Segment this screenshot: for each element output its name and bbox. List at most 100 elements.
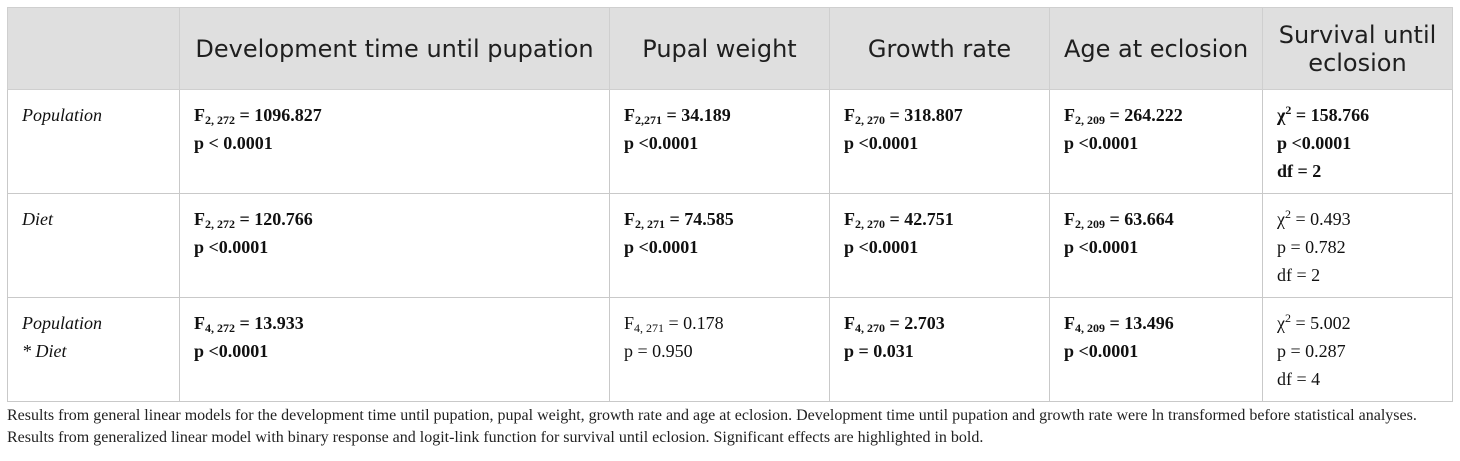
p-value: p <0.0001 (844, 237, 919, 257)
degrees-of-freedom: df = 4 (1277, 369, 1321, 389)
row-label: Population * Diet (7, 297, 180, 402)
chi-statistic: χ2 = 0.493 (1277, 205, 1438, 233)
header-empty (7, 7, 180, 90)
chi-symbol: χ (1277, 313, 1285, 333)
f-value: = 74.585 (665, 209, 734, 229)
header-row: Development time until pupation Pupal we… (7, 7, 1453, 90)
f-df: 2, 209 (1075, 217, 1105, 231)
f-value: = 1096.827 (235, 105, 322, 125)
f-symbol: F (1064, 313, 1075, 333)
f-symbol: F (624, 313, 635, 333)
f-value: = 0.178 (664, 313, 724, 333)
chi-statistic: χ2 = 158.766 (1277, 101, 1438, 129)
p-value: p <0.0001 (194, 237, 269, 257)
p-value: p <0.0001 (624, 237, 699, 257)
table-row: Population F2, 272 = 1096.827 p < 0.0001… (7, 89, 1453, 194)
cell-growth-rate: F4, 270 = 2.703 p = 0.031 (829, 297, 1050, 402)
cell-growth-rate: F2, 270 = 318.807 p <0.0001 (829, 89, 1050, 194)
cell-pupal-weight: F2,271 = 34.189 p <0.0001 (609, 89, 830, 194)
chi-statistic: χ2 = 5.002 (1277, 309, 1438, 337)
f-statistic: F2, 271 = 74.585 (624, 205, 815, 233)
f-df: 4, 209 (1075, 321, 1105, 335)
chi-symbol: χ (1277, 209, 1285, 229)
f-df: 2, 271 (635, 217, 665, 231)
f-statistic: F2, 209 = 264.222 (1064, 101, 1248, 129)
f-symbol: F (844, 105, 855, 125)
header-survival: Survival until eclosion (1262, 7, 1453, 90)
cell-survival: χ2 = 5.002 p = 0.287 df = 4 (1262, 297, 1453, 402)
p-value: p <0.0001 (624, 133, 699, 153)
f-symbol: F (624, 209, 635, 229)
f-statistic: F2, 270 = 42.751 (844, 205, 1035, 233)
f-df: 2,271 (635, 113, 662, 127)
cell-development-time: F2, 272 = 120.766 p <0.0001 (179, 193, 610, 298)
row-label-line: Diet (22, 209, 53, 229)
f-df: 2, 270 (855, 217, 885, 231)
results-table: Development time until pupation Pupal we… (7, 7, 1453, 402)
p-value: p = 0.782 (1277, 237, 1346, 257)
f-statistic: F2, 272 = 120.766 (194, 205, 595, 233)
chi-value: = 0.493 (1291, 209, 1351, 229)
p-value: p <0.0001 (1064, 133, 1139, 153)
header-age-at-eclosion: Age at eclosion (1049, 7, 1263, 90)
chi-value: = 158.766 (1291, 105, 1370, 125)
chi-exponent: 2 (1285, 207, 1291, 221)
p-value: p <0.0001 (844, 133, 919, 153)
cell-development-time: F2, 272 = 1096.827 p < 0.0001 (179, 89, 610, 194)
f-value: = 34.189 (662, 105, 731, 125)
row-label-line: * Diet (22, 341, 67, 361)
p-value: p <0.0001 (1064, 341, 1139, 361)
f-symbol: F (624, 105, 635, 125)
cell-age-at-eclosion: F2, 209 = 264.222 p <0.0001 (1049, 89, 1263, 194)
cell-age-at-eclosion: F2, 209 = 63.664 p <0.0001 (1049, 193, 1263, 298)
table-caption: Results from general linear models for t… (7, 407, 1417, 446)
f-df: 2, 272 (205, 113, 235, 127)
f-symbol: F (194, 313, 205, 333)
cell-survival: χ2 = 158.766 p <0.0001 df = 2 (1262, 89, 1453, 194)
chi-exponent: 2 (1285, 311, 1291, 325)
table-header: Development time until pupation Pupal we… (7, 7, 1453, 90)
p-value: p <0.0001 (1064, 237, 1139, 257)
f-statistic: F2, 270 = 318.807 (844, 101, 1035, 129)
p-value: p <0.0001 (1277, 133, 1352, 153)
table-row: Diet F2, 272 = 120.766 p <0.0001 F2, 271… (7, 193, 1453, 298)
table-row: Population * Diet F4, 272 = 13.933 p <0.… (7, 297, 1453, 402)
f-value: = 42.751 (885, 209, 954, 229)
f-df: 4, 271 (634, 321, 665, 335)
header-pupal-weight: Pupal weight (609, 7, 830, 90)
f-value: = 2.703 (885, 313, 945, 333)
p-value: p < 0.0001 (194, 133, 273, 153)
f-symbol: F (844, 209, 855, 229)
f-df: 2, 272 (205, 217, 235, 231)
row-label-line: Population (22, 313, 102, 333)
f-symbol: F (194, 105, 205, 125)
f-value: = 120.766 (235, 209, 313, 229)
f-statistic: F2, 209 = 63.664 (1064, 205, 1248, 233)
f-statistic: F2,271 = 34.189 (624, 101, 815, 129)
f-df: 2, 209 (1075, 113, 1105, 127)
p-value: p = 0.031 (844, 341, 914, 361)
f-statistic: F4, 209 = 13.496 (1064, 309, 1248, 337)
cell-growth-rate: F2, 270 = 42.751 p <0.0001 (829, 193, 1050, 298)
f-statistic: F4, 271 = 0.178 (624, 309, 815, 337)
f-df: 4, 272 (205, 321, 235, 335)
f-value: = 264.222 (1105, 105, 1183, 125)
p-value: p <0.0001 (194, 341, 269, 361)
f-value: = 63.664 (1105, 209, 1174, 229)
f-statistic: F4, 272 = 13.933 (194, 309, 595, 337)
row-label-line: Population (22, 105, 102, 125)
degrees-of-freedom: df = 2 (1277, 265, 1321, 285)
f-statistic: F2, 272 = 1096.827 (194, 101, 595, 129)
f-value: = 13.933 (235, 313, 304, 333)
p-value: p = 0.950 (624, 341, 693, 361)
chi-exponent: 2 (1285, 103, 1292, 117)
row-label: Population (7, 89, 180, 194)
f-df: 4, 270 (855, 321, 885, 335)
f-df: 2, 270 (855, 113, 885, 127)
cell-survival: χ2 = 0.493 p = 0.782 df = 2 (1262, 193, 1453, 298)
header-development-time: Development time until pupation (179, 7, 610, 90)
table-body: Population F2, 272 = 1096.827 p < 0.0001… (7, 89, 1453, 402)
row-label: Diet (7, 193, 180, 298)
f-symbol: F (1064, 209, 1075, 229)
f-symbol: F (194, 209, 205, 229)
